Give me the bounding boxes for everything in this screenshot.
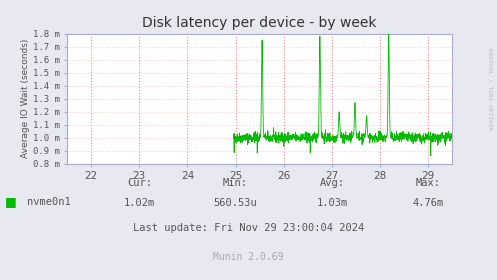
Text: Munin 2.0.69: Munin 2.0.69 <box>213 252 284 262</box>
Text: Max:: Max: <box>415 178 441 188</box>
Text: 560.53u: 560.53u <box>214 198 257 208</box>
Text: 1.02m: 1.02m <box>124 198 155 208</box>
Text: RRDTOOL / TOBI OETIKER: RRDTOOL / TOBI OETIKER <box>487 48 492 131</box>
Text: Last update: Fri Nov 29 23:00:04 2024: Last update: Fri Nov 29 23:00:04 2024 <box>133 223 364 233</box>
Y-axis label: Average IO Wait (seconds): Average IO Wait (seconds) <box>21 39 30 158</box>
Text: 1.03m: 1.03m <box>316 198 347 208</box>
Text: nvme0n1: nvme0n1 <box>27 197 71 207</box>
Text: Avg:: Avg: <box>320 178 344 188</box>
Title: Disk latency per device - by week: Disk latency per device - by week <box>143 16 377 30</box>
Text: ■: ■ <box>5 195 17 208</box>
Text: Min:: Min: <box>223 178 248 188</box>
Text: 4.76m: 4.76m <box>413 198 444 208</box>
Text: Cur:: Cur: <box>127 178 152 188</box>
